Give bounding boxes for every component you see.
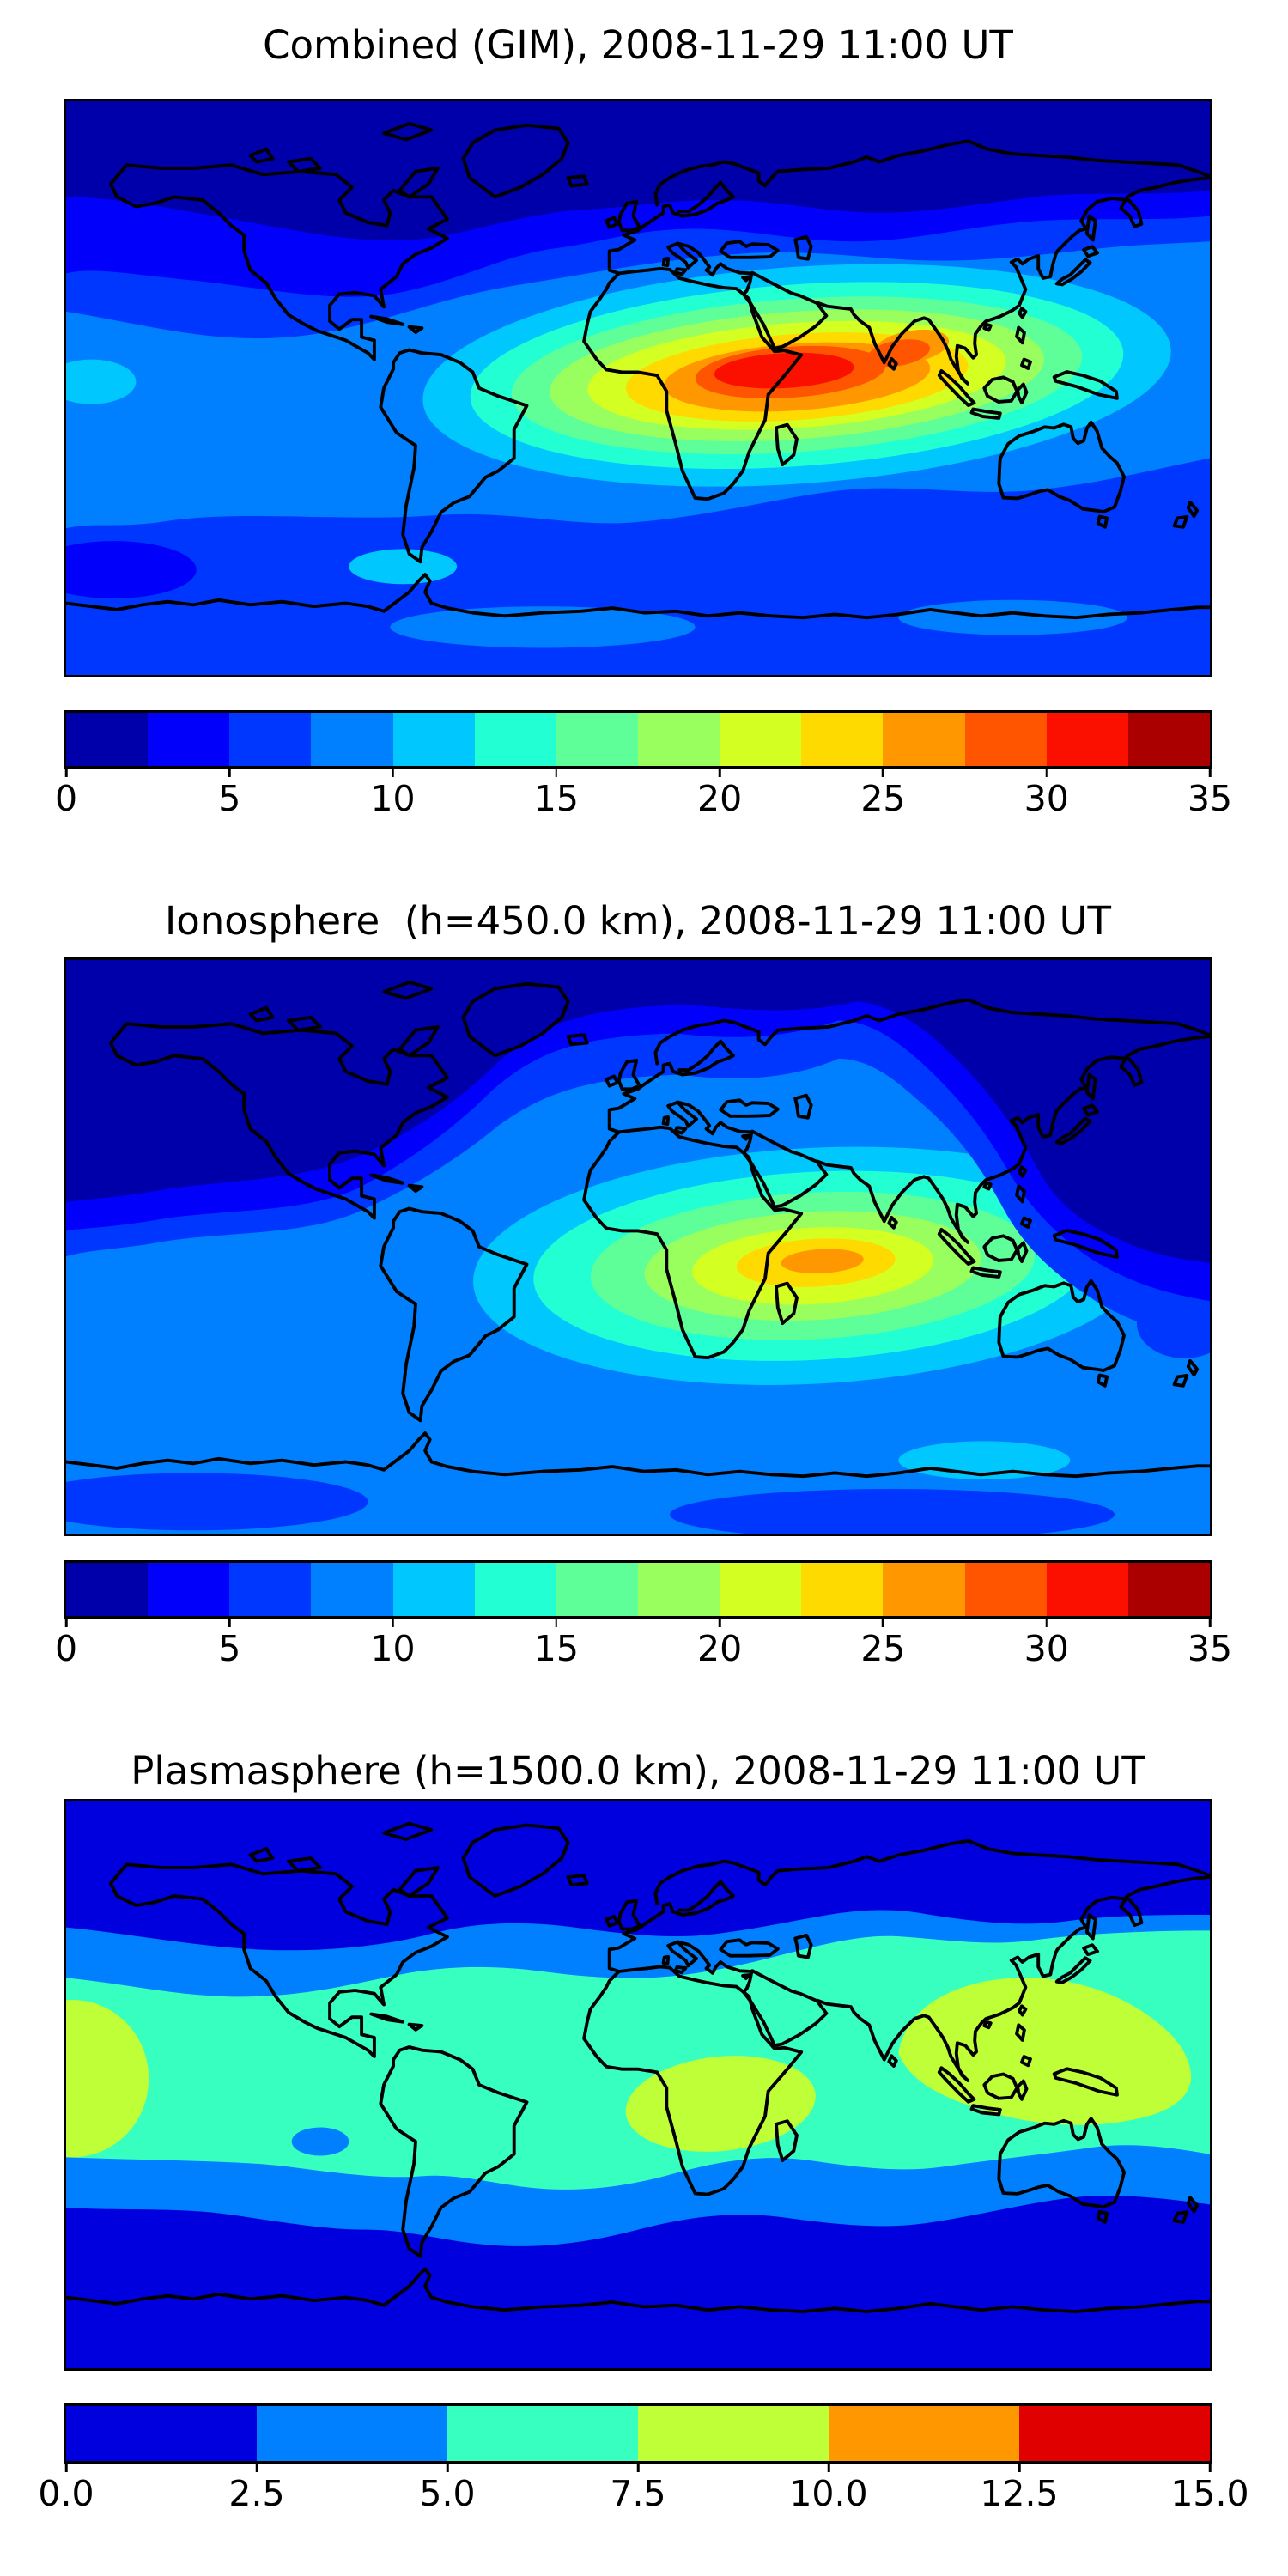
colorbar-segment bbox=[474, 1563, 556, 1616]
colorbar-segment bbox=[1019, 2406, 1210, 2461]
colorbar-segment bbox=[392, 713, 475, 766]
colorbar-segment bbox=[474, 713, 556, 766]
colorbar-segment bbox=[392, 1563, 475, 1616]
map-ionosphere-svg bbox=[66, 960, 1210, 1534]
colorbar-segment bbox=[883, 713, 965, 766]
colorbar-segment bbox=[447, 2406, 638, 2461]
colorbar-segment bbox=[229, 713, 312, 766]
colorbar-segment bbox=[883, 1563, 965, 1616]
colorbar-tick bbox=[555, 766, 558, 777]
colorbar-segment bbox=[66, 713, 149, 766]
colorbar-tick-label: 2.5 bbox=[228, 2473, 285, 2514]
colorbar-tick bbox=[255, 2461, 258, 2472]
map-combined bbox=[64, 99, 1212, 677]
colorbar-tick-label: 5.0 bbox=[419, 2473, 476, 2514]
colorbar-tick bbox=[1018, 2461, 1021, 2472]
colorbar-tick-label: 25 bbox=[860, 1628, 906, 1669]
colorbar-tick-label: 5 bbox=[218, 1628, 241, 1669]
colorbar-tick-label: 10 bbox=[370, 1628, 416, 1669]
colorbar-segment bbox=[801, 1563, 884, 1616]
colorbar-tick bbox=[64, 2461, 68, 2472]
map-combined-svg bbox=[66, 101, 1210, 675]
colorbar-tick-label: 12.5 bbox=[980, 2473, 1059, 2514]
colorbar-segment bbox=[66, 2406, 257, 2461]
colorbar-tick-label: 30 bbox=[1024, 778, 1069, 819]
colorbar-segment bbox=[638, 2406, 829, 2461]
colorbar-tick bbox=[1208, 766, 1212, 777]
colorbar-tick-label: 15.0 bbox=[1170, 2473, 1249, 2514]
colorbar-tick-label: 0.0 bbox=[38, 2473, 94, 2514]
colorbar-combined bbox=[64, 710, 1212, 769]
colorbar-combined-ticks: 0 5 10 15 20 25 30 35 bbox=[55, 766, 1232, 819]
colorbar-tick-label: 25 bbox=[860, 778, 906, 819]
panel-title-combined: Combined (GIM), 2008-11-29 11:00 UT bbox=[263, 22, 1013, 68]
colorbar-tick bbox=[882, 1616, 884, 1627]
colorbar-segment bbox=[148, 713, 230, 766]
colorbar-segment bbox=[311, 713, 393, 766]
colorbar-tick bbox=[718, 766, 721, 777]
colorbar-segment bbox=[1127, 1563, 1210, 1616]
colorbar-tick-label: 20 bbox=[697, 1628, 743, 1669]
colorbar-tick bbox=[636, 2461, 640, 2472]
colorbar-tick-label: 0 bbox=[54, 1628, 78, 1669]
colorbar-segment bbox=[1127, 713, 1210, 766]
colorbar-segment bbox=[720, 713, 802, 766]
colorbar-ionosphere bbox=[64, 1560, 1212, 1619]
colorbar-tick bbox=[446, 2461, 449, 2472]
colorbar-segment bbox=[801, 713, 884, 766]
colorbar-tick-label: 10.0 bbox=[789, 2473, 868, 2514]
colorbar-segment bbox=[720, 1563, 802, 1616]
colorbar-tick bbox=[1208, 2461, 1212, 2472]
colorbar-tick bbox=[555, 1616, 558, 1627]
colorbar-tick-label: 15 bbox=[533, 778, 579, 819]
colorbar-tick-label: 7.5 bbox=[610, 2473, 666, 2514]
colorbar-tick bbox=[228, 766, 231, 777]
colorbar-tick-label: 15 bbox=[533, 1628, 579, 1669]
colorbar-segment bbox=[556, 713, 638, 766]
colorbar-segment bbox=[964, 713, 1047, 766]
colorbar-tick bbox=[228, 1616, 231, 1627]
colorbar-tick-label: 30 bbox=[1024, 1628, 1069, 1669]
colorbar-plasmasphere-ticks: 0.0 2.5 5.0 7.5 10.0 12.5 15.0 bbox=[38, 2461, 1249, 2514]
colorbar-plasmasphere bbox=[64, 2403, 1212, 2464]
colorbar-tick bbox=[64, 1616, 68, 1627]
map-plasmasphere bbox=[64, 1799, 1212, 2371]
colorbar-segment bbox=[964, 1563, 1047, 1616]
colorbar-tick bbox=[827, 2461, 830, 2472]
colorbar-tick bbox=[1045, 1616, 1048, 1627]
colorbar-segment bbox=[637, 713, 720, 766]
colorbar-segment bbox=[66, 1563, 149, 1616]
colorbar-segment bbox=[637, 1563, 720, 1616]
colorbar-tick bbox=[718, 1616, 721, 1627]
colorbar-segment bbox=[556, 1563, 638, 1616]
colorbar-tick-label: 0 bbox=[54, 778, 78, 819]
colorbar-segment bbox=[229, 1563, 312, 1616]
colorbar-segment bbox=[148, 1563, 230, 1616]
map-ionosphere bbox=[64, 957, 1212, 1536]
colorbar-segment bbox=[829, 2406, 1019, 2461]
colorbar-tick-label: 5 bbox=[218, 778, 241, 819]
map-plasmasphere-svg bbox=[66, 1801, 1210, 2368]
colorbar-segment bbox=[1046, 713, 1128, 766]
colorbar-tick-label: 10 bbox=[370, 778, 416, 819]
panel-title-ionosphere: Ionosphere (h=450.0 km), 2008-11-29 11:0… bbox=[164, 898, 1112, 944]
colorbar-segment bbox=[1046, 1563, 1128, 1616]
colorbar-segment bbox=[257, 2406, 447, 2461]
colorbar-tick-label: 20 bbox=[697, 778, 743, 819]
colorbar-tick bbox=[392, 1616, 394, 1627]
colorbar-segment bbox=[311, 1563, 393, 1616]
colorbar-tick bbox=[1208, 1616, 1212, 1627]
colorbar-ionosphere-ticks: 0 5 10 15 20 25 30 35 bbox=[55, 1616, 1232, 1669]
colorbar-tick bbox=[64, 766, 68, 777]
colorbar-tick-label: 35 bbox=[1187, 1628, 1233, 1669]
colorbar-tick bbox=[882, 766, 884, 777]
colorbar-tick bbox=[392, 766, 394, 777]
colorbar-tick-label: 35 bbox=[1187, 778, 1233, 819]
panel-title-plasmasphere: Plasmasphere (h=1500.0 km), 2008-11-29 1… bbox=[131, 1748, 1145, 1794]
colorbar-tick bbox=[1045, 766, 1048, 777]
